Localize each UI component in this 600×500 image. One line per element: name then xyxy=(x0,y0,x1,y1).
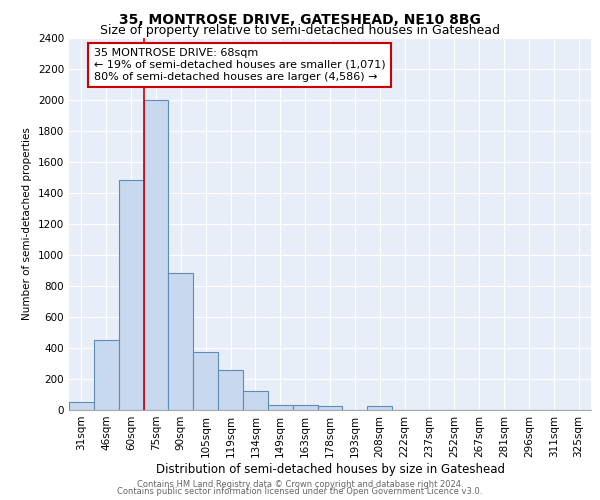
Text: 35, MONTROSE DRIVE, GATESHEAD, NE10 8BG: 35, MONTROSE DRIVE, GATESHEAD, NE10 8BG xyxy=(119,12,481,26)
Y-axis label: Number of semi-detached properties: Number of semi-detached properties xyxy=(22,128,32,320)
Text: Contains HM Land Registry data © Crown copyright and database right 2024.: Contains HM Land Registry data © Crown c… xyxy=(137,480,463,489)
Bar xyxy=(317,406,343,410)
Bar xyxy=(94,340,119,410)
Text: 35 MONTROSE DRIVE: 68sqm
← 19% of semi-detached houses are smaller (1,071)
80% o: 35 MONTROSE DRIVE: 68sqm ← 19% of semi-d… xyxy=(94,48,385,82)
Bar xyxy=(143,100,169,410)
Bar xyxy=(119,180,143,410)
Bar xyxy=(69,402,94,410)
Bar xyxy=(169,274,193,410)
Bar xyxy=(218,370,243,410)
Bar xyxy=(367,406,392,410)
Bar xyxy=(243,390,268,410)
Text: Size of property relative to semi-detached houses in Gateshead: Size of property relative to semi-detach… xyxy=(100,24,500,37)
Text: Contains public sector information licensed under the Open Government Licence v3: Contains public sector information licen… xyxy=(118,487,482,496)
Bar xyxy=(293,404,317,410)
X-axis label: Distribution of semi-detached houses by size in Gateshead: Distribution of semi-detached houses by … xyxy=(155,462,505,475)
Bar xyxy=(268,406,293,410)
Bar xyxy=(193,352,218,410)
